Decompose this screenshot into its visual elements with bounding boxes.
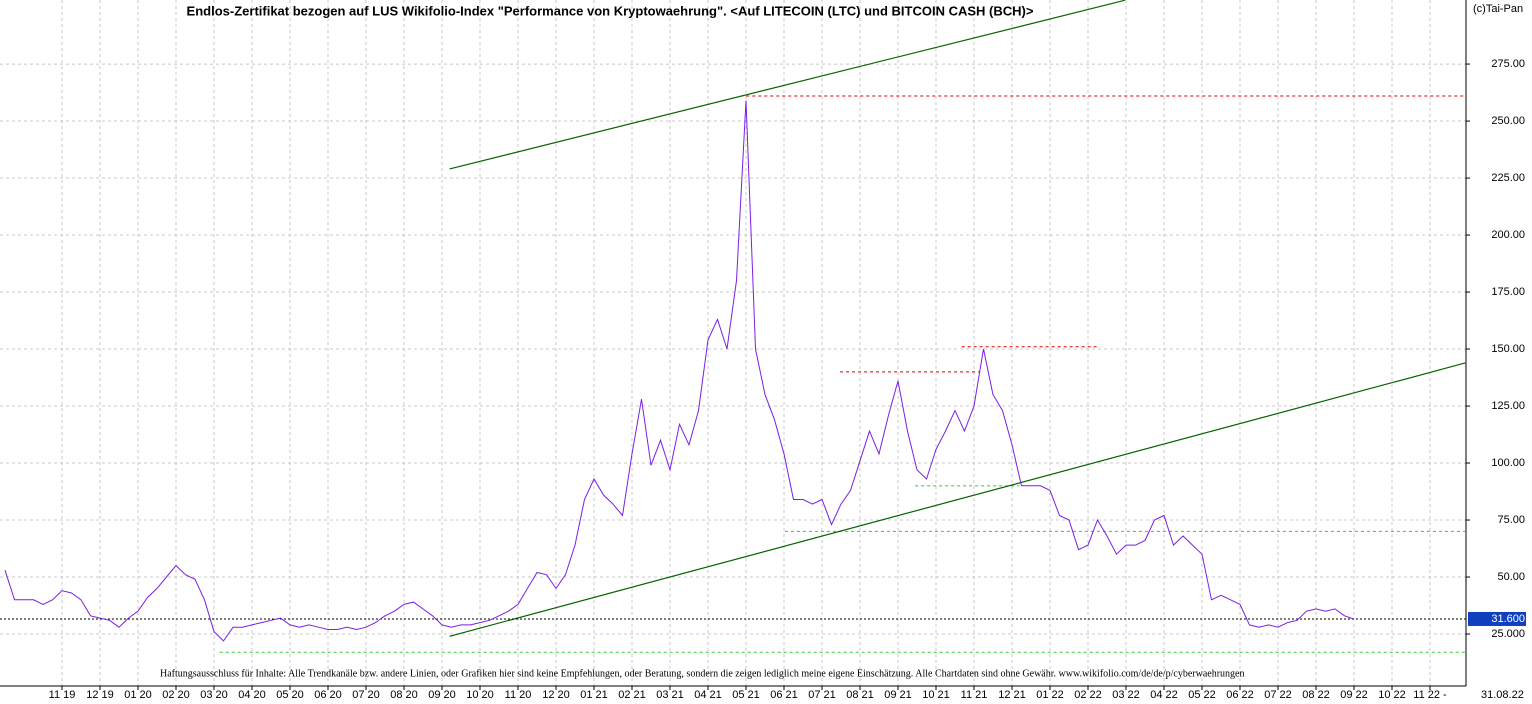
y-tick-label: 150.00 (1491, 343, 1525, 355)
x-tick-label: 01 20 (124, 689, 152, 701)
y-tick-label: 200.00 (1491, 229, 1525, 241)
x-tick-label: 01 21 (580, 689, 608, 701)
y-tick-label: 75.00 (1497, 514, 1525, 526)
x-tick-label: 03 20 (200, 689, 228, 701)
disclaimer: Haftungsausschluss für Inhalte: Alle Tre… (160, 668, 1245, 679)
x-tick-label: 07 20 (352, 689, 380, 701)
x-tick-label: 07 21 (808, 689, 836, 701)
x-tick-label: 08 20 (390, 689, 418, 701)
x-tick-label: 04 22 (1150, 689, 1178, 701)
x-tick-label: 02 20 (162, 689, 190, 701)
x-tick-label: 08 21 (846, 689, 874, 701)
y-tick-label: 275.00 (1491, 58, 1525, 70)
x-tick-label: 12 20 (542, 689, 570, 701)
copyright: (c)Tai-Pan (1473, 3, 1523, 15)
x-tick-label: 09 22 (1340, 689, 1368, 701)
x-tick-label: 06 22 (1226, 689, 1254, 701)
x-tick-label: 08 22 (1302, 689, 1330, 701)
price-line (4, 100, 1355, 642)
x-tick-label: 12 21 (998, 689, 1026, 701)
trendline (449, 0, 1126, 170)
x-tick-label: 10 22 (1378, 689, 1406, 701)
x-tick-label: 09 20 (428, 689, 456, 701)
x-tick-label: 02 21 (618, 689, 646, 701)
y-tick-label: 175.00 (1491, 286, 1525, 298)
x-tick-label: 11 21 (961, 689, 988, 701)
trendline (449, 362, 1467, 637)
x-tick-label: 07 22 (1264, 689, 1292, 701)
x-tick-label: 03 22 (1112, 689, 1140, 701)
x-tick-label: 10 20 (466, 689, 494, 701)
grid (0, 0, 1466, 686)
x-tick-label: 05 20 (276, 689, 304, 701)
y-tick-label: 125.00 (1491, 400, 1525, 412)
x-tick-label: 04 20 (238, 689, 266, 701)
x-tick-label: 09 21 (884, 689, 912, 701)
x-tick-label: 12 19 (86, 689, 114, 701)
y-tick-label: 50.00 (1497, 571, 1525, 583)
y-tick-label: 250.00 (1491, 115, 1525, 127)
x-tick-label: 03 21 (656, 689, 684, 701)
x-tick-label: 04 21 (694, 689, 722, 701)
x-tick-label: 05 21 (732, 689, 760, 701)
chart-title: Endlos-Zertifikat bezogen auf LUS Wikifo… (187, 3, 1034, 18)
x-tick-label: 05 22 (1188, 689, 1216, 701)
y-tick-label: 25.000 (1491, 628, 1525, 640)
y-tick-label: 225.00 (1491, 172, 1525, 184)
y-tick-label: 100.00 (1491, 457, 1525, 469)
x-tick-label: 10 21 (922, 689, 950, 701)
x-tick-label: 01 22 (1036, 689, 1064, 701)
x-tick-label: 02 22 (1074, 689, 1102, 701)
x-tick-label: 11 20 (505, 689, 532, 701)
x-tick-label: 11 22 - (1413, 689, 1447, 701)
x-tick-label: 06 21 (770, 689, 798, 701)
current-label-box (1468, 611, 1526, 626)
last-date: 31.08.22 (1481, 689, 1524, 701)
x-tick-label: 11 19 (49, 689, 76, 701)
x-tick-label: 06 20 (314, 689, 342, 701)
current-label: 31.600 (1491, 613, 1525, 625)
